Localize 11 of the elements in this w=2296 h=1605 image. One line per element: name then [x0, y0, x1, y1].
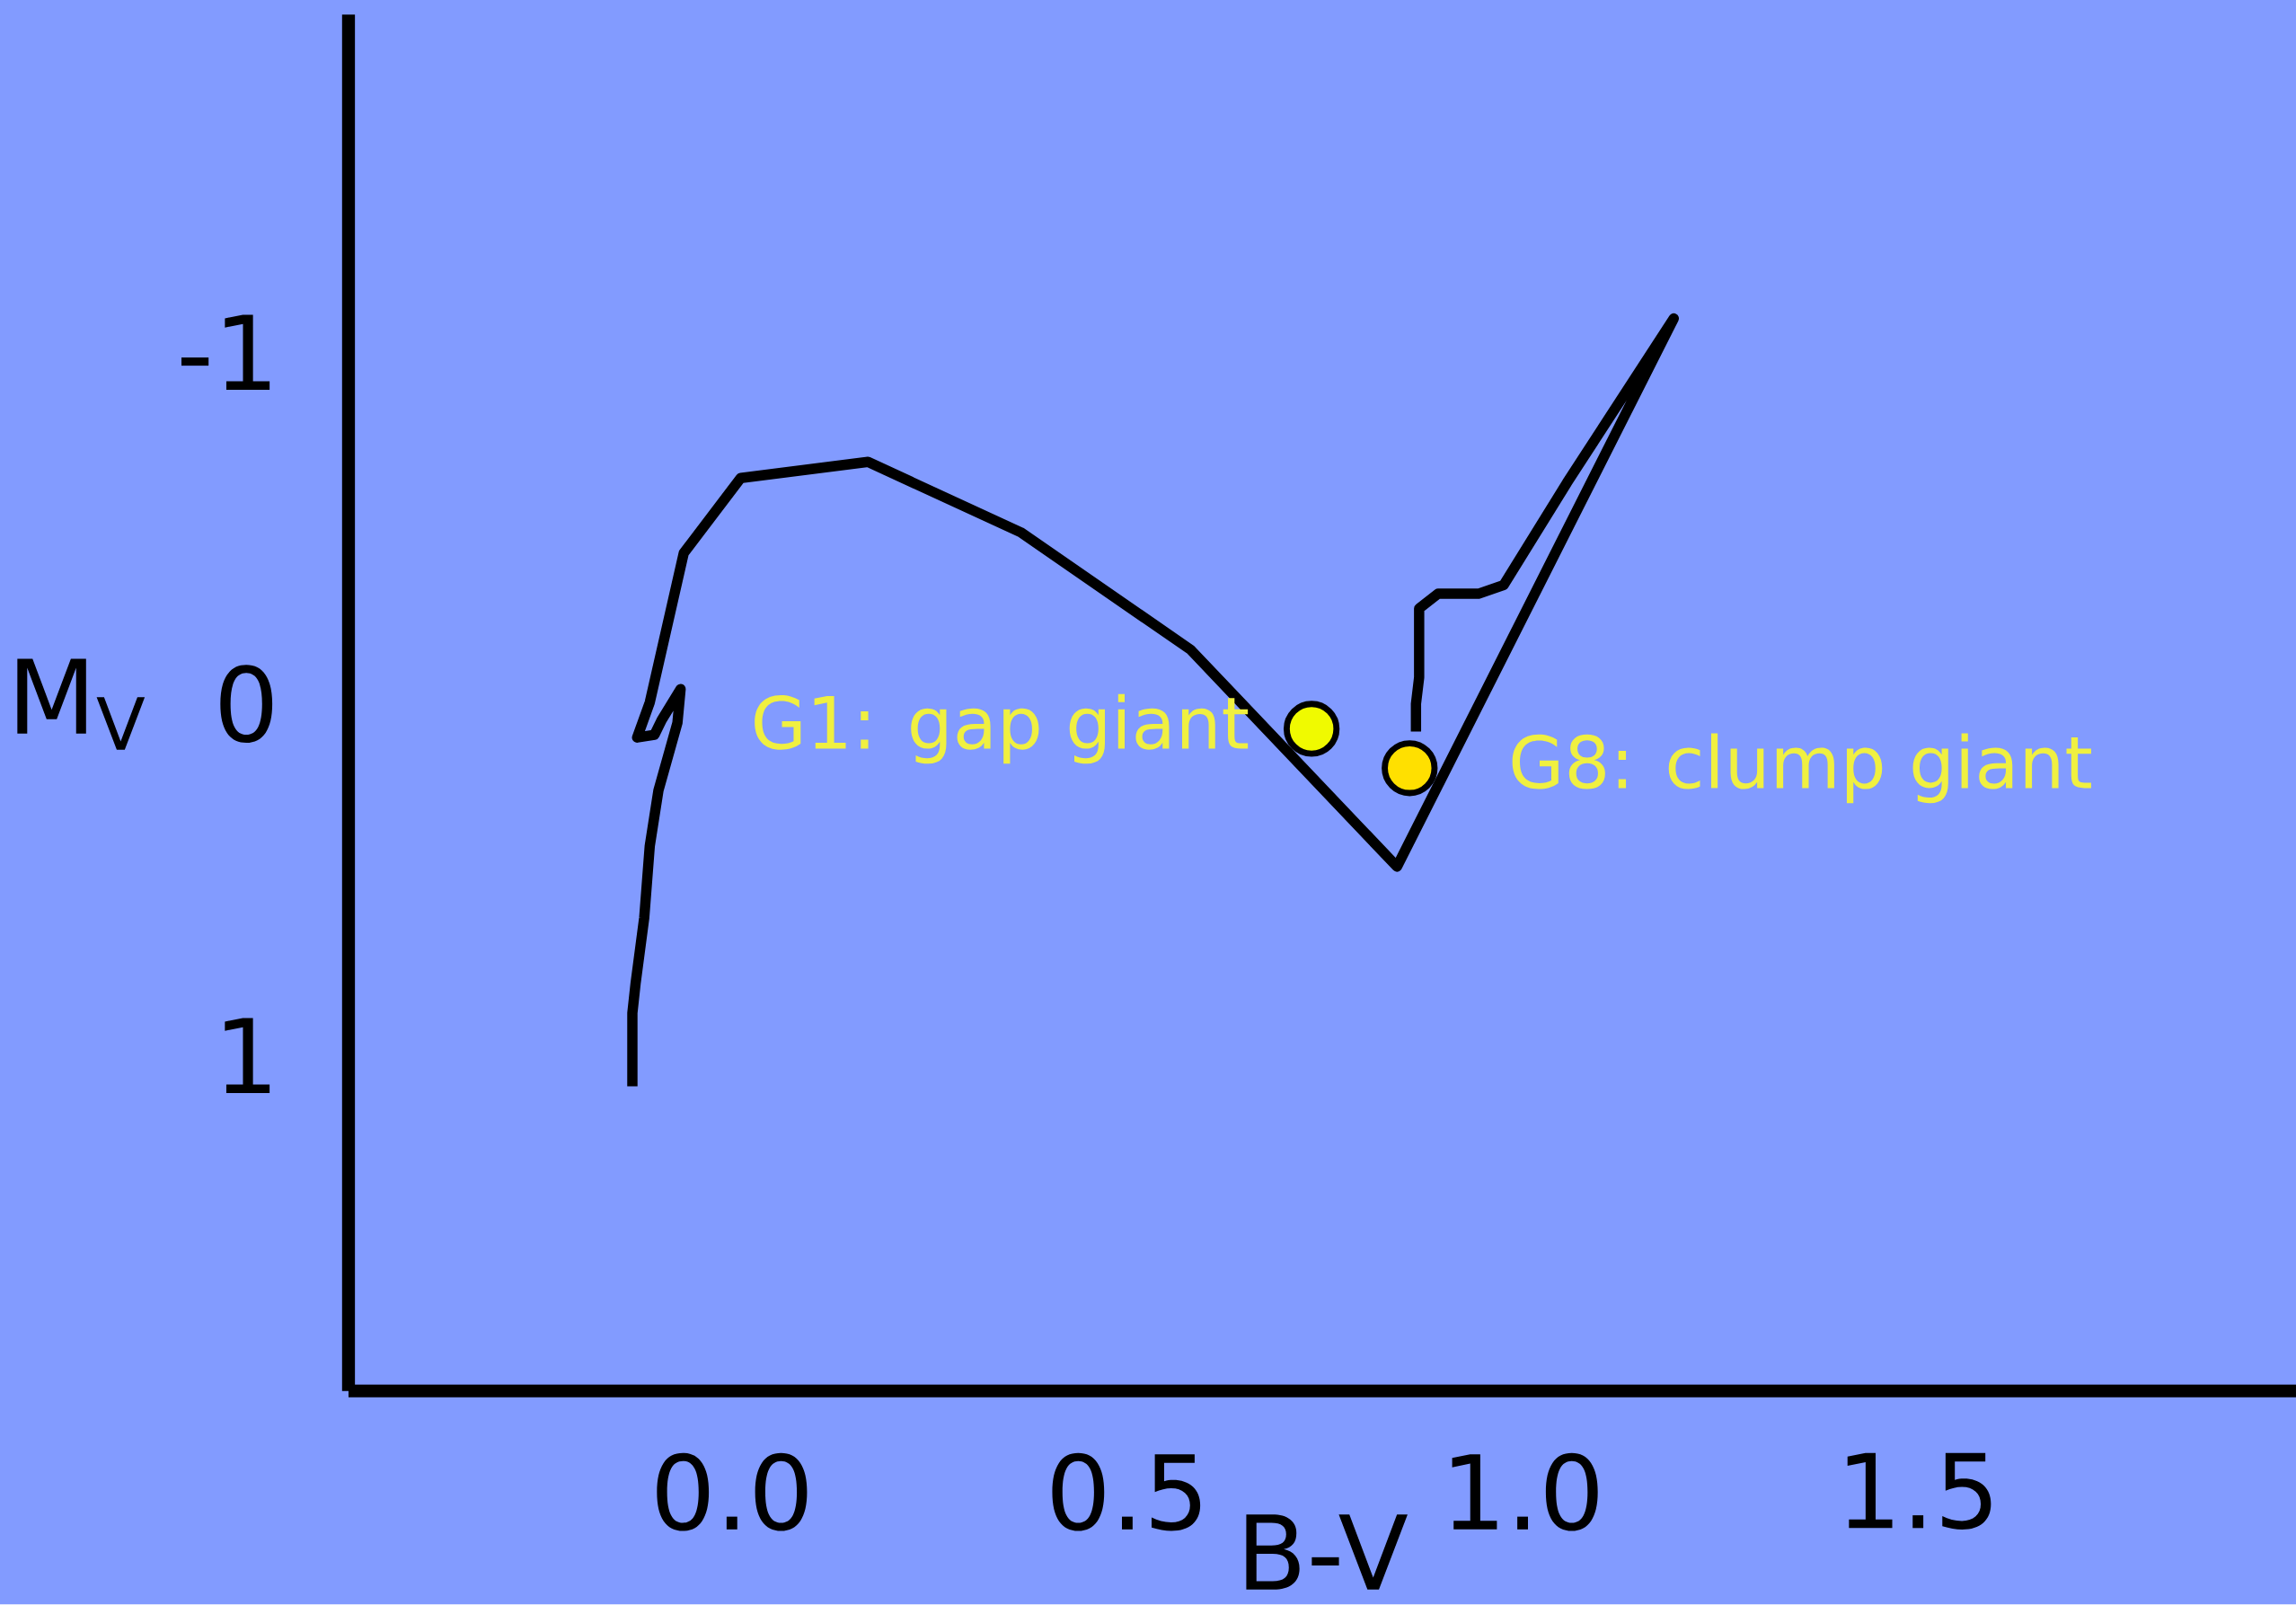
annotation: G1: gap giant: [755, 693, 1249, 764]
x-tick-label: 1.0: [1452, 1453, 1598, 1531]
y-tick-label: 1: [225, 1018, 270, 1094]
annotation: G8: clump giant: [1512, 733, 2091, 804]
y-tick-label: 0: [220, 665, 273, 744]
x-tick-label: 0.0: [657, 1453, 808, 1531]
y-axis-title: M$_{V}$: [17, 658, 146, 750]
x-tick-label: 0.5: [1052, 1453, 1201, 1531]
x-tick-label: 1.5: [1847, 1453, 1991, 1530]
x-axis-title: B-V: [1246, 1514, 1408, 1590]
y-tick-label: -1: [181, 314, 270, 391]
